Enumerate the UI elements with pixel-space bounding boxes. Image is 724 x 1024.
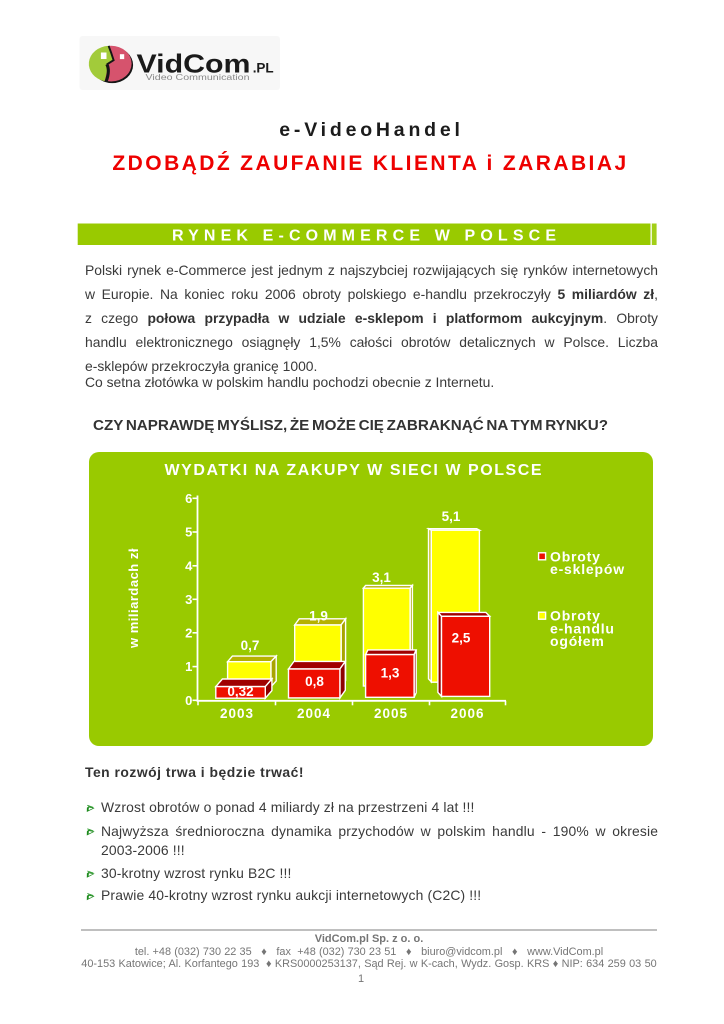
svg-text:0,32: 0,32 bbox=[227, 684, 253, 699]
svg-text:0: 0 bbox=[185, 693, 192, 708]
svg-text:2004: 2004 bbox=[297, 706, 331, 721]
svg-text:VidCom: VidCom bbox=[137, 49, 251, 79]
svg-text:4: 4 bbox=[185, 558, 193, 573]
svg-text:6: 6 bbox=[185, 491, 192, 506]
svg-text:5: 5 bbox=[185, 525, 192, 540]
svg-text:2: 2 bbox=[185, 625, 192, 640]
svg-text:1: 1 bbox=[185, 659, 192, 674]
svg-text:2003: 2003 bbox=[220, 706, 254, 721]
svg-text:Obroty: Obroty bbox=[550, 608, 601, 624]
svg-text:5,1: 5,1 bbox=[442, 509, 461, 524]
svg-text:w miliardach zł: w miliardach zł bbox=[126, 548, 141, 649]
svg-text:1,9: 1,9 bbox=[309, 609, 328, 624]
svg-text:0,8: 0,8 bbox=[305, 674, 324, 689]
svg-text:e-handlu: e-handlu bbox=[550, 620, 615, 636]
svg-text:WYDATKI NA ZAKUPY W SIECI W PO: WYDATKI NA ZAKUPY W SIECI W POLSCE bbox=[165, 462, 542, 479]
svg-text:Obroty: Obroty bbox=[550, 548, 601, 564]
svg-text:2,5: 2,5 bbox=[452, 631, 471, 646]
svg-text:e-sklepów: e-sklepów bbox=[550, 561, 625, 577]
svg-text:1,3: 1,3 bbox=[381, 666, 400, 681]
svg-text:RYNEK E-COMMERCE W POLSCE: RYNEK E-COMMERCE W POLSCE bbox=[172, 227, 556, 244]
svg-text:.PL: .PL bbox=[253, 61, 274, 76]
svg-text:3: 3 bbox=[185, 592, 192, 607]
svg-text:2006: 2006 bbox=[450, 706, 484, 721]
svg-text:3,1: 3,1 bbox=[372, 570, 391, 585]
svg-text:Video Communication: Video Communication bbox=[146, 73, 250, 82]
svg-text:ogółem: ogółem bbox=[550, 633, 605, 649]
svg-text:0,7: 0,7 bbox=[241, 638, 260, 653]
svg-text:2005: 2005 bbox=[374, 706, 408, 721]
